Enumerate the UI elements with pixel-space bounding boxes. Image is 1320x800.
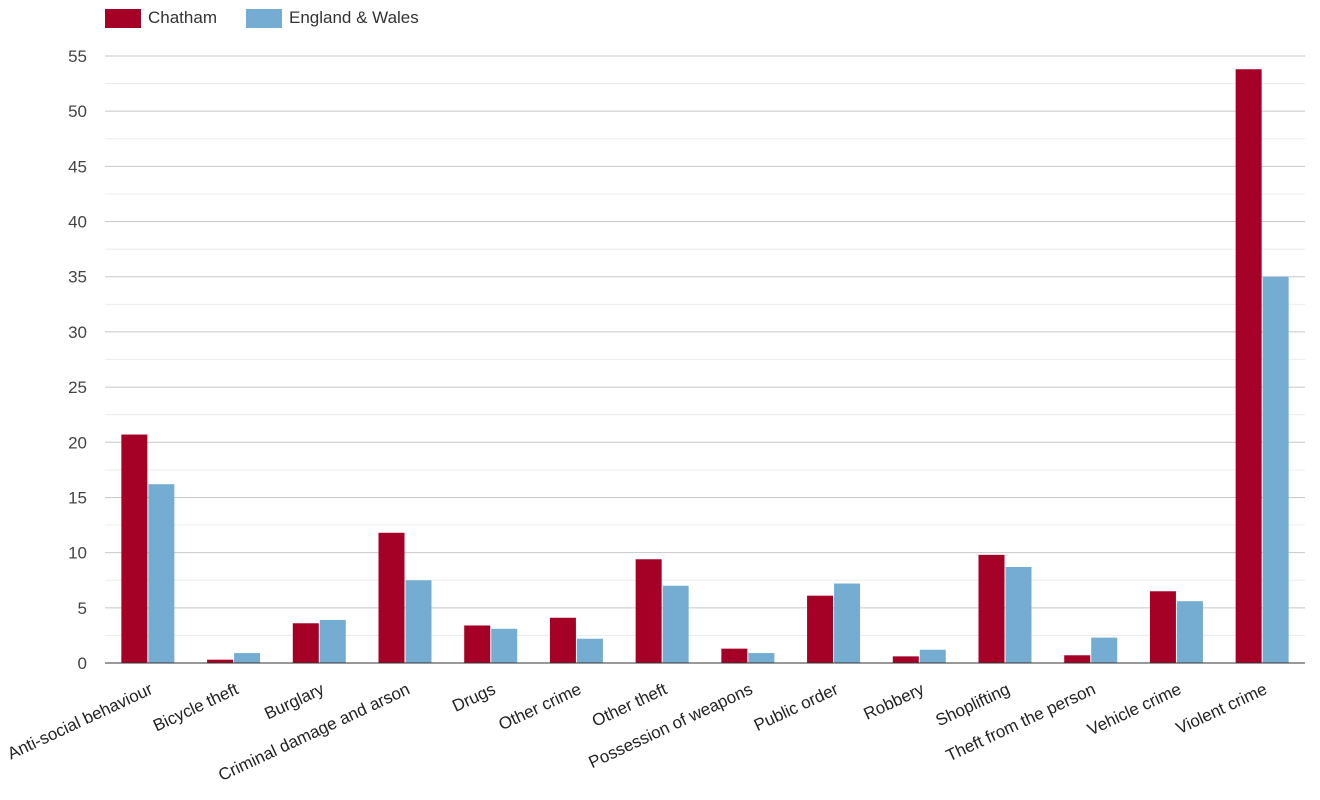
- y-tick-label: 35: [68, 268, 87, 287]
- bar-england-and-wales-other-theft[interactable]: [662, 585, 689, 663]
- bar-chatham-criminal-damage-and-arson[interactable]: [378, 532, 405, 663]
- bar-england-and-wales-shoplifting[interactable]: [1005, 566, 1032, 663]
- y-tick-label: 10: [68, 544, 87, 563]
- grid-lines: [105, 55, 1305, 636]
- y-tick-label: 5: [78, 599, 87, 618]
- x-tick-label: Bicycle theft: [150, 679, 241, 735]
- bar-england-and-wales-possession-of-weapons[interactable]: [748, 653, 775, 663]
- x-tick-label: Burglary: [262, 679, 328, 723]
- x-tick-label: Violent crime: [1173, 679, 1270, 738]
- bar-chatham-drugs[interactable]: [464, 625, 491, 663]
- bar-chatham-anti-social-behaviour[interactable]: [121, 434, 148, 663]
- legend-item-england-wales[interactable]: England & Wales: [245, 8, 419, 28]
- x-tick-label: Robbery: [861, 679, 928, 724]
- x-tick-label: Drugs: [449, 679, 498, 715]
- bar-england-and-wales-violent-crime[interactable]: [1262, 276, 1289, 663]
- x-tick-label: Public order: [751, 679, 842, 735]
- bar-chatham-burglary[interactable]: [292, 623, 319, 663]
- bar-england-and-wales-robbery[interactable]: [919, 649, 946, 663]
- y-tick-label: 0: [78, 654, 87, 673]
- bar-chatham-other-theft[interactable]: [635, 559, 662, 663]
- bar-england-and-wales-criminal-damage-and-arson[interactable]: [405, 580, 432, 663]
- x-tick-label: Other crime: [496, 679, 585, 734]
- bar-england-and-wales-public-order[interactable]: [834, 583, 861, 663]
- bar-england-and-wales-bicycle-theft[interactable]: [234, 653, 261, 663]
- legend-swatch-england-wales: [245, 8, 282, 28]
- x-tick-label: Theft from the person: [943, 679, 1098, 765]
- legend-label-england-wales: England & Wales: [288, 8, 419, 27]
- bar-chatham-other-crime[interactable]: [549, 617, 576, 663]
- bar-chatham-violent-crime[interactable]: [1235, 69, 1262, 663]
- y-tick-label: 30: [68, 323, 87, 342]
- y-tick-label: 25: [68, 378, 87, 397]
- bar-chatham-public-order[interactable]: [807, 595, 834, 663]
- y-tick-label: 15: [68, 488, 87, 507]
- bars: [121, 69, 1289, 663]
- bar-chatham-theft-from-the-person[interactable]: [1064, 655, 1091, 663]
- bar-chatham-vehicle-crime[interactable]: [1149, 591, 1176, 663]
- bar-england-and-wales-other-crime[interactable]: [576, 638, 603, 663]
- x-tick-label: Vehicle crime: [1084, 679, 1184, 739]
- bar-england-and-wales-vehicle-crime[interactable]: [1176, 601, 1203, 663]
- y-tick-label: 50: [68, 102, 87, 121]
- bar-chatham-shoplifting[interactable]: [978, 554, 1005, 663]
- bar-chatham-bicycle-theft[interactable]: [207, 659, 234, 663]
- chart-legend: Chatham England & Wales: [105, 7, 448, 29]
- y-tick-label: 45: [68, 157, 87, 176]
- bar-chatham-possession-of-weapons[interactable]: [721, 648, 748, 663]
- bar-england-and-wales-theft-from-the-person[interactable]: [1091, 637, 1118, 663]
- legend-swatch-chatham: [105, 8, 141, 28]
- legend-item-chatham[interactable]: Chatham: [105, 8, 217, 28]
- bar-england-and-wales-drugs[interactable]: [491, 628, 518, 663]
- bar-england-and-wales-burglary[interactable]: [319, 619, 346, 663]
- bar-chatham-robbery[interactable]: [892, 656, 919, 663]
- legend-label-chatham: Chatham: [148, 8, 217, 27]
- x-tick-label: Possession of weapons: [586, 679, 756, 772]
- bar-england-and-wales-anti-social-behaviour[interactable]: [148, 484, 175, 663]
- y-tick-label: 20: [68, 433, 87, 452]
- y-tick-label: 55: [68, 47, 87, 66]
- y-axis: 0 5 10 15 20 25 30 35 40 45 50 55: [68, 47, 87, 673]
- x-tick-label: Anti-social behaviour: [4, 679, 155, 763]
- y-tick-label: 40: [68, 213, 87, 232]
